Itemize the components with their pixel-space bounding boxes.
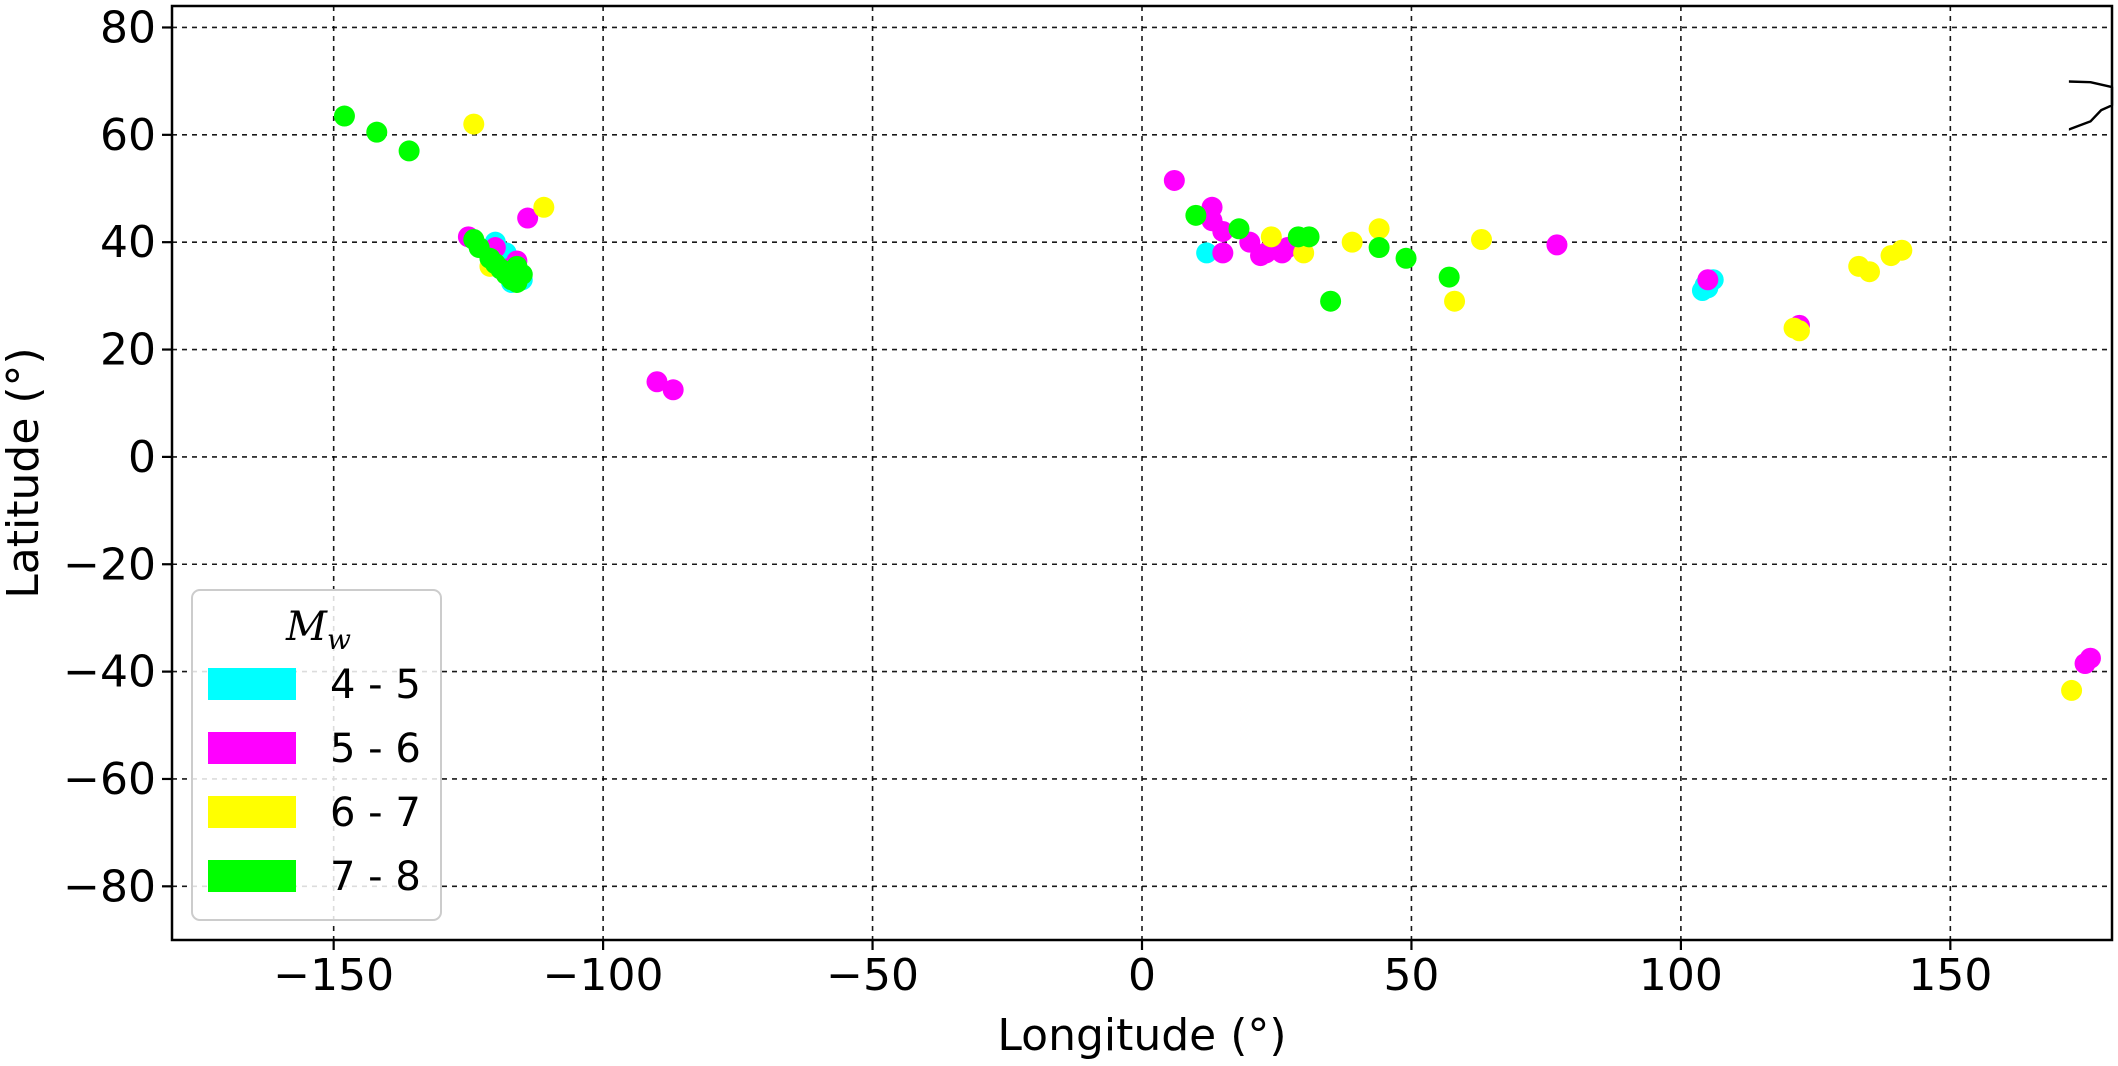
legend-label: 6 - 7 bbox=[330, 790, 421, 836]
y-tick-label: −40 bbox=[63, 647, 156, 698]
great-britain-outline bbox=[1109, 142, 1151, 188]
iceland-outline bbox=[1013, 100, 1069, 116]
earthquake-point bbox=[1185, 204, 1207, 226]
y-axis-ticks: −80 −60 −40 −20 0 20 40 60 80 bbox=[63, 2, 172, 912]
x-tick-label: −100 bbox=[543, 950, 664, 1001]
earthquake-point bbox=[366, 121, 388, 143]
earthquake-point bbox=[1196, 242, 1218, 264]
earthquake-point bbox=[533, 196, 555, 218]
y-tick-label: 20 bbox=[100, 325, 156, 376]
national-borders bbox=[382, 83, 1864, 736]
philippines-outline bbox=[1790, 358, 1823, 425]
earthquake-point bbox=[333, 105, 355, 127]
java-outline bbox=[1710, 489, 1760, 504]
earthquake-point bbox=[463, 113, 485, 135]
legend-label: 4 - 5 bbox=[330, 662, 421, 708]
y-axis-label: Latitude (°) bbox=[0, 347, 49, 598]
earthquake-point bbox=[1293, 242, 1315, 264]
earthquake-point bbox=[1546, 234, 1568, 256]
hispaniola-outline bbox=[741, 351, 773, 362]
ellesmere-island-outline bbox=[635, 11, 802, 47]
hokkaido-outline bbox=[1898, 213, 1926, 235]
earthquake-point bbox=[1471, 229, 1492, 250]
australia-outline bbox=[1753, 514, 1970, 666]
newfoundland-outline bbox=[824, 180, 858, 206]
earthquake-point bbox=[1438, 266, 1460, 288]
earthquake-point bbox=[2079, 647, 2101, 669]
earthquake-point bbox=[1320, 290, 1342, 312]
y-tick-label: 60 bbox=[100, 110, 156, 161]
gridlines bbox=[172, 6, 2112, 940]
x-tick-label: −150 bbox=[273, 950, 394, 1001]
earthquake-point bbox=[662, 379, 684, 401]
legend: Mw 4 - 5 5 - 6 6 - 7 7 - 8 bbox=[191, 589, 442, 921]
x-tick-label: 50 bbox=[1383, 950, 1439, 1001]
y-tick-label: 0 bbox=[128, 432, 156, 483]
earthquake-point bbox=[1212, 242, 1234, 264]
ireland-outline bbox=[1088, 161, 1110, 180]
earthquake-point bbox=[517, 207, 539, 229]
earthquake-point bbox=[1260, 226, 1282, 248]
borneo-outline bbox=[1730, 420, 1784, 479]
y-tick-label: −20 bbox=[63, 539, 156, 590]
legend-entries: 4 - 5 5 - 6 6 - 7 7 - 8 bbox=[208, 662, 421, 900]
x-axis-ticks: −150 −100 −50 0 50 100 150 bbox=[273, 940, 1992, 1001]
tierra-del-fuego-outline bbox=[759, 741, 790, 754]
earthquake-point bbox=[1255, 242, 1277, 264]
earthquake-point bbox=[398, 140, 420, 162]
x-axis-label: Longitude (°) bbox=[997, 1010, 1286, 1061]
antarctica-outline bbox=[172, 798, 2112, 912]
legend-swatch bbox=[208, 796, 296, 828]
earthquake-point bbox=[1212, 220, 1234, 242]
earthquake-point bbox=[646, 371, 668, 393]
legend-swatch bbox=[208, 732, 296, 764]
y-tick-label: 40 bbox=[100, 217, 156, 268]
earthquake-point bbox=[1395, 247, 1417, 269]
new-guinea-outline bbox=[1848, 463, 1955, 512]
africa-outline bbox=[1050, 257, 1418, 641]
earthquake-point bbox=[1368, 237, 1390, 259]
x-tick-label: 0 bbox=[1128, 950, 1156, 1001]
earthquake-point bbox=[2061, 679, 2083, 701]
banks-island-outline bbox=[468, 57, 511, 73]
earthquake-point bbox=[506, 255, 528, 277]
legend-swatch bbox=[208, 668, 296, 700]
victoria-island-outline bbox=[501, 62, 598, 87]
earthquake-point bbox=[1368, 218, 1390, 240]
x-tick-label: −50 bbox=[826, 950, 919, 1001]
y-tick-label: 80 bbox=[100, 2, 156, 53]
earthquake-point bbox=[1163, 169, 1185, 191]
sri-lanka-outline bbox=[1571, 407, 1582, 424]
south-america-outline bbox=[704, 394, 953, 745]
legend-label: 7 - 8 bbox=[330, 854, 421, 900]
earthquake-point bbox=[1891, 239, 1913, 261]
legend-title-main: M bbox=[285, 604, 328, 650]
north-america-outline bbox=[238, 74, 840, 419]
earthquake-point bbox=[1697, 269, 1719, 291]
tasmania-outline bbox=[1923, 676, 1941, 691]
earthquake-point bbox=[1341, 231, 1363, 253]
earthquake-point bbox=[1788, 320, 1810, 342]
earthquake-point bbox=[1859, 261, 1880, 283]
y-tick-label: −80 bbox=[63, 861, 156, 912]
sulawesi-outline bbox=[1785, 448, 1816, 486]
legend-swatch bbox=[208, 860, 296, 892]
earthquake-point bbox=[1298, 226, 1320, 248]
legend-title-subscript: w bbox=[327, 623, 351, 656]
x-tick-label: 100 bbox=[1639, 950, 1723, 1001]
cuba-outline bbox=[685, 333, 742, 350]
sakhalin-outline bbox=[1904, 165, 1915, 210]
sumatra-outline bbox=[1656, 427, 1714, 488]
legend-title: Mw bbox=[285, 604, 351, 656]
y-tick-label: −60 bbox=[63, 754, 156, 805]
baffin-island-outline bbox=[657, 62, 754, 113]
legend-label: 5 - 6 bbox=[330, 726, 421, 772]
devon-island-outline bbox=[635, 47, 710, 59]
madagascar-outline bbox=[1377, 524, 1414, 593]
x-tick-label: 150 bbox=[1908, 950, 1992, 1001]
earthquake-point bbox=[1444, 290, 1466, 312]
earthquake-markers bbox=[333, 105, 2101, 701]
earthquake-point bbox=[1228, 218, 1250, 240]
